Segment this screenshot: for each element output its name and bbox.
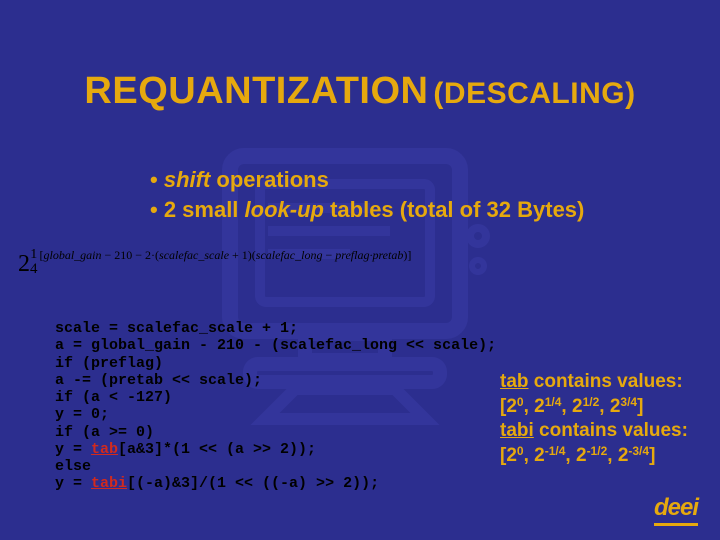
code-block: scale = scalefac_scale + 1; a = global_g… [55,320,496,493]
side-notes: tab contains values: [20, 21/4, 21/2, 23… [500,370,710,469]
tabi-note-values: [20, 2-1/4, 2-1/2, 2-3/4] [500,444,710,469]
tab-note-title: tab contains values: [500,370,710,395]
bullet-list: • shift operations • 2 small look-up tab… [150,165,584,224]
tabi-note-title: tabi contains values: [500,419,710,444]
title-main: REQUANTIZATION [84,70,428,112]
tab-ref: tab [91,441,118,458]
title-sub: (DESCALING) [433,77,635,110]
bullet-2: • 2 small look-up tables (total of 32 By… [150,195,584,225]
tabi-ref: tabi [91,475,127,492]
bullet-1: • shift operations [150,165,584,195]
slide-title: REQUANTIZATION (DESCALING) [0,70,720,113]
logo: deei [654,494,698,526]
slide-root: REQUANTIZATION (DESCALING) • shift opera… [0,0,720,540]
tab-note-values: [20, 21/4, 21/2, 23/4] [500,395,710,420]
math-formula: 214[global_gain − 210 − 2·(scalefac_scal… [18,248,411,278]
